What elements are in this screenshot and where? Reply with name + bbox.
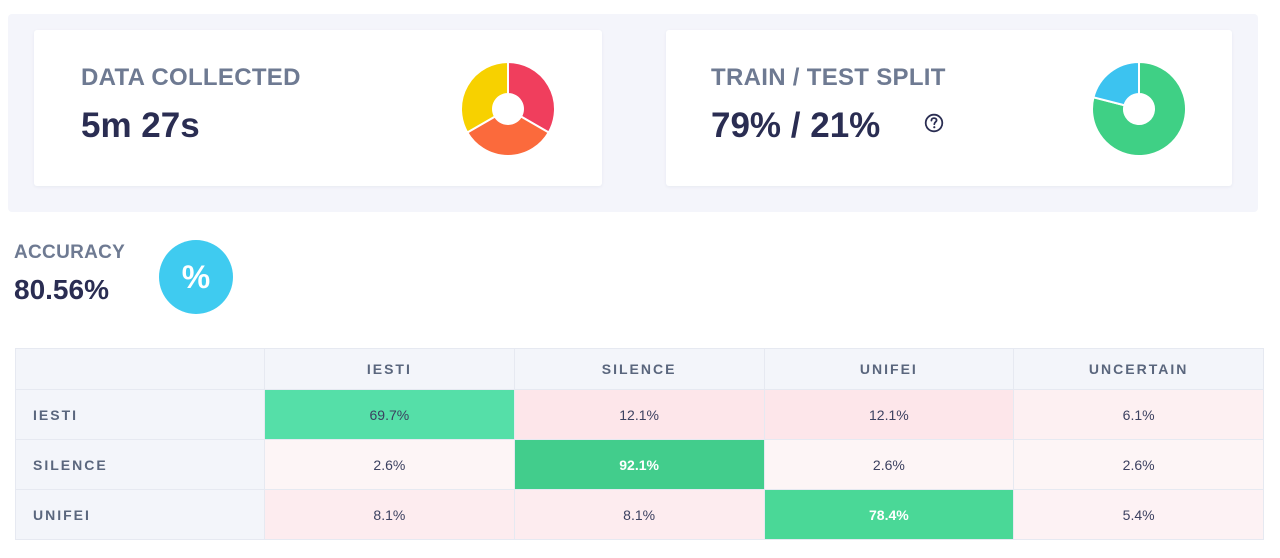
matrix-cell: 12.1% <box>763 389 1015 440</box>
matrix-header-row: IESTI SILENCE UNIFEI UNCERTAIN <box>15 348 1264 390</box>
donut-chart-icon <box>460 61 556 157</box>
matrix-cell: 8.1% <box>513 489 765 540</box>
matrix-cell: 2.6% <box>1013 439 1264 490</box>
table-row: UNIFEI 8.1% 8.1% 78.4% 5.4% <box>15 489 1264 540</box>
donut-segment <box>507 61 556 134</box>
row-header-silence: SILENCE <box>15 439 265 490</box>
accuracy-label: ACCURACY <box>14 242 126 263</box>
row-header-unifei: UNIFEI <box>15 489 265 540</box>
matrix-cell: 8.1% <box>264 489 515 540</box>
matrix-cell: 2.6% <box>264 439 515 490</box>
matrix-cell: 5.4% <box>1013 489 1264 540</box>
matrix-corner-cell <box>15 348 265 390</box>
matrix-cell: 2.6% <box>763 439 1015 490</box>
row-header-iesti: IESTI <box>15 389 265 440</box>
donut-segment <box>1091 61 1187 157</box>
donut-segment <box>1092 61 1140 107</box>
donut-segment <box>460 61 509 134</box>
column-header-unifei: UNIFEI <box>763 348 1015 390</box>
percent-icon: % <box>159 240 233 314</box>
table-row: SILENCE 2.6% 92.1% 2.6% 2.6% <box>15 439 1264 490</box>
matrix-cell: 69.7% <box>264 389 515 440</box>
train-test-split-card: TRAIN / TEST SPLIT 79% / 21% <box>666 30 1232 186</box>
question-circle-icon[interactable] <box>924 113 944 133</box>
train-test-split-label: TRAIN / TEST SPLIT <box>711 64 946 91</box>
donut-segment <box>465 115 551 157</box>
column-header-iesti: IESTI <box>264 348 515 390</box>
matrix-cell: 78.4% <box>763 489 1015 540</box>
train-test-split-value: 79% / 21% <box>711 106 881 145</box>
data-collected-label: DATA COLLECTED <box>81 64 301 91</box>
matrix-cell: 6.1% <box>1013 389 1264 440</box>
table-row: IESTI 69.7% 12.1% 12.1% 6.1% <box>15 389 1264 440</box>
matrix-cell: 92.1% <box>513 439 765 490</box>
accuracy-value: 80.56% <box>14 274 109 305</box>
data-collected-card: DATA COLLECTED 5m 27s <box>34 30 602 186</box>
data-collected-value: 5m 27s <box>81 106 200 145</box>
column-header-uncertain: UNCERTAIN <box>1013 348 1264 390</box>
train-test-donut-icon <box>1091 61 1187 157</box>
matrix-cell: 12.1% <box>513 389 765 440</box>
confusion-matrix: IESTI SILENCE UNIFEI UNCERTAIN IESTI 69.… <box>15 348 1264 540</box>
column-header-silence: SILENCE <box>513 348 765 390</box>
